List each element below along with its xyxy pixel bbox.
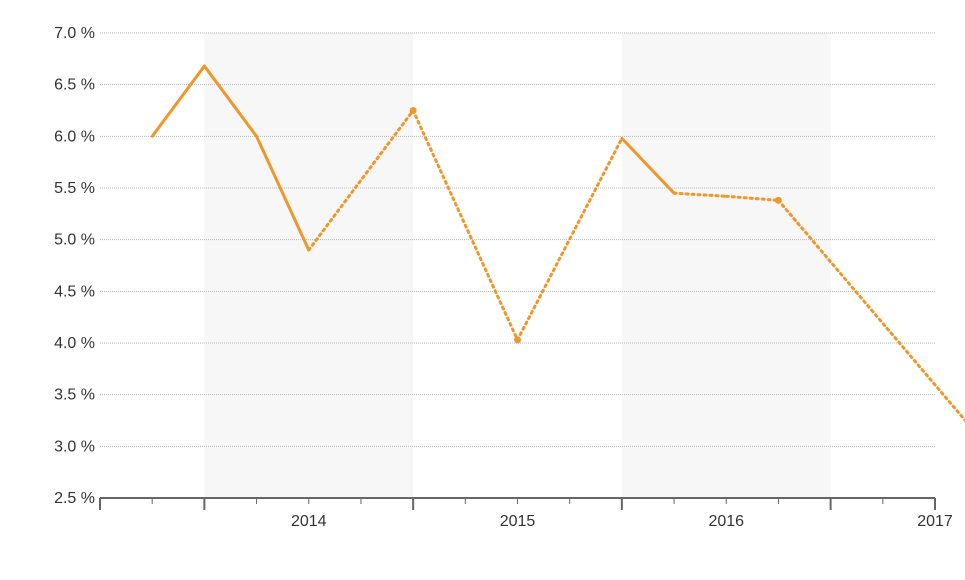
x-tick-label-2014: 2014 xyxy=(291,513,327,530)
series-segment-dotted xyxy=(516,136,624,342)
series-segment-dotted xyxy=(672,191,728,198)
series-segment-dotted xyxy=(724,194,780,202)
year-band-2016 xyxy=(621,33,831,498)
series-segment-solid xyxy=(255,134,311,252)
series-segment-dotted xyxy=(307,109,415,252)
y-tick-label: 5.0 % xyxy=(54,232,95,249)
series-segment-solid xyxy=(150,64,206,138)
year-bands xyxy=(204,33,831,498)
series-line xyxy=(150,64,965,423)
y-tick-label: 7.0 % xyxy=(54,25,95,42)
y-tick-label: 3.5 % xyxy=(54,387,95,404)
data-point xyxy=(514,336,521,344)
y-tick-label: 6.0 % xyxy=(54,128,95,145)
data-point xyxy=(774,196,782,204)
y-tick-label: 4.5 % xyxy=(54,283,95,300)
series-markers xyxy=(409,107,782,344)
x-tick-label-2017: 2017 xyxy=(917,513,953,530)
y-tick-label: 2.5 % xyxy=(54,490,95,507)
y-tick-label: 5.5 % xyxy=(54,180,95,197)
x-tick-label-2016: 2016 xyxy=(708,513,744,530)
y-tick-label: 3.0 % xyxy=(54,438,95,455)
series-segment-dotted xyxy=(411,109,519,342)
y-tick-label: 6.5 % xyxy=(54,77,95,94)
y-tick-label: 4.0 % xyxy=(54,335,95,352)
y-axis-tick-labels: 2.5 % 3.0 % 3.5 % 4.0 % 4.5 % 5.0 % 5.5 % 6.0 %… xyxy=(54,25,95,507)
series-segment-solid xyxy=(202,64,259,138)
series-segment-solid xyxy=(620,136,676,195)
series-segment-dotted xyxy=(776,198,965,423)
data-point xyxy=(409,107,417,114)
x-axis: 2014 2015 2016 2017 xyxy=(99,497,953,530)
x-tick-label-2015: 2015 xyxy=(500,513,536,530)
year-band-2014 xyxy=(204,33,414,498)
